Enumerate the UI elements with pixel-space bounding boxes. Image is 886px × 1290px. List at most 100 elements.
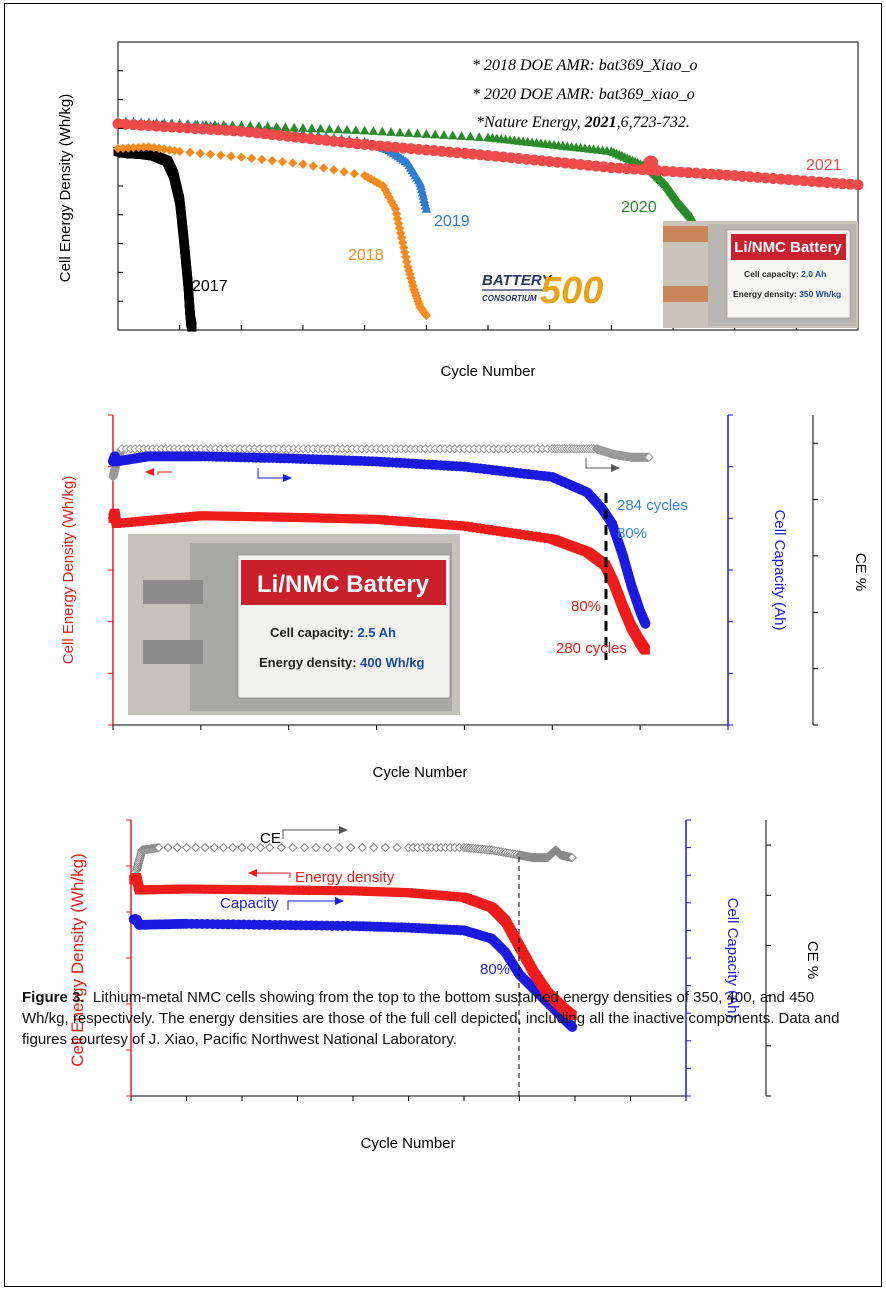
chart-1-series-2020-point [377,126,388,136]
chart-2-energy-arrow [157,471,172,475]
chart-3-y2-axis-label: Cell Capacity (Ah) [724,898,741,1019]
chart-1-series-2020-point [351,125,361,135]
chart-1-series-2020-point [456,131,467,140]
chart-3-ce-point [299,842,310,853]
photo-tab-bottom [143,640,203,664]
chart-1-label-2021: 2021 [806,157,842,174]
logo-consortium-text: CONSORTIUM [482,294,537,303]
chart-3-ce-point [276,842,287,853]
chart-1-series-2018-point [236,152,247,162]
chart-1-series-2020-point [474,132,485,141]
chart-3-ce-point [380,842,391,853]
chart-1-series-2018-point [267,155,277,166]
chart-2: Li/NMC Battery Cell capacity: 2.5 Ah Ene… [60,414,869,781]
chart-2-series-group [108,444,654,655]
chart-1-series-2020-point [271,121,282,131]
chart-1-series-2020-point [324,124,335,133]
chart-1-series-2018-point [174,146,185,157]
chart-1-series-2020-point [359,125,370,135]
chart-3-energy-arrow [256,872,291,878]
chart-1-series-2020-point [430,129,440,139]
chart-2-ce-arrow [585,458,612,469]
chart-1-series-2020-point [686,212,697,222]
chart-1-series-2020-point [465,131,476,141]
chart-3-ce-arrow [282,829,340,839]
chart-1-series-2020-point [421,129,432,138]
chart-1-series-2020-point [333,124,344,134]
chart-1-series-2020-point [386,127,396,136]
chart-3-capacity-point [567,1022,578,1032]
chart-3-ce-point [209,842,219,853]
chart-2-annotation-280-cycles: 280 cycles [556,640,627,657]
chart-3-energy-point [567,1011,577,1020]
photo-capacity-text: Cell capacity: 2.5 Ah [270,625,396,640]
chart-1-series-2020-point [395,127,405,137]
chart-3-axes [126,819,771,1101]
chart-1-series-2020-point [447,130,458,140]
chart-3-ce-point [567,852,577,863]
chart-3-ce-point [255,842,266,853]
chart-2-ce-arrowhead [611,464,620,472]
chart-1-series-2018-point [185,147,195,158]
chart-1-series-2021-point [852,179,864,191]
photo-tab-bottom [663,286,715,302]
chart-3-ce-point [237,842,247,853]
battery500-logo: BATTERY CONSORTIUM 500 [482,270,603,312]
chart-3-ce-point [172,842,182,853]
chart-2-energy-point [640,645,650,655]
chart-1-label-2020: 2020 [621,199,657,216]
chart-2-capacity-arrow [257,468,284,479]
chart-3-ce-point [246,842,256,853]
caption-text: Lithium-metal NMC cells showing from the… [22,989,840,1048]
chart-3-label-capacity: Capacity [220,895,279,912]
chart-1: Cycle Number Cell Energy Density (Wh/kg)… [57,41,864,380]
chart-1-series-2017-point [187,322,197,332]
chart-3-series-group [128,842,578,1032]
chart-1-series-2018-point [257,154,267,165]
photo-tab-top [663,226,715,242]
chart-3-energy-arrowhead [248,869,257,877]
chart-3-ce-point [163,842,173,853]
chart-1-x-axis-label: Cycle Number [440,363,535,380]
chart-3-ce-point [200,842,210,853]
photo-density-text: Energy density: 350 Wh/kg [733,289,841,299]
chart-2-battery-photo: Li/NMC Battery Cell capacity: 2.5 Ah Ene… [128,534,460,715]
chart-1-series-2018-point [205,149,216,160]
chart-1-series-2020-point [280,122,291,132]
chart-1-series-2018-point [277,157,288,167]
chart-2-energy-arrowhead [145,468,154,476]
chart-1-label-2019: 2019 [434,213,470,230]
chart-3-y3-axis-label: CE % [804,941,821,979]
chart-1-series-2018-point [298,159,308,169]
chart-1-series-2018-point [288,158,298,168]
logo-500-text: 500 [540,270,603,312]
chart-1-series-2020-point [289,122,300,132]
chart-3-ce-point [311,842,321,853]
photo-capacity-text: Cell capacity: 2.0 Ah [744,269,826,279]
chart-3-ce-arrowhead [339,826,348,834]
chart-1-series-2020-point [342,124,352,134]
figure-caption: Figure 3. Lithium-metal NMC cells showin… [22,987,852,1050]
chart-2-annotation-80pct-energy: 80% [571,598,601,615]
chart-3-capacity-arrowhead [335,897,344,905]
chart-1-series-2020-point [315,123,326,133]
chart-1-series-2020-point [412,128,423,138]
chart-3-ce-point [218,842,229,853]
photo-label-title: Li/NMC Battery [734,239,842,256]
chart-3-x-axis-label: Cycle Number [360,1135,455,1152]
chart-1-series-2018-point [421,310,432,321]
chart-3-label-energy-density: Energy density [295,869,395,886]
chart-3-ce-point [392,842,402,853]
chart-1-series-2018-point [308,161,318,171]
chart-2-annotation-284-cycles: 284 cycles [617,497,688,514]
chart-1-series-2018-point [246,153,257,164]
chart-3-ce-point [265,842,275,853]
caption-label: Figure 3. [22,989,85,1006]
chart-3-label-ce: CE [260,830,281,847]
chart-1-series-2019-point [421,204,432,213]
photo-density-text: Energy density: 400 Wh/kg [259,655,424,670]
chart-1-annotation-nature: *Nature Energy, 2021,6,723-732. [476,114,690,131]
chart-1-series-2018-point [226,151,236,161]
chart-2-y-axis-label: Cell Energy Density (Wh/kg) [60,476,77,664]
chart-1-series-2020-point [439,130,449,139]
